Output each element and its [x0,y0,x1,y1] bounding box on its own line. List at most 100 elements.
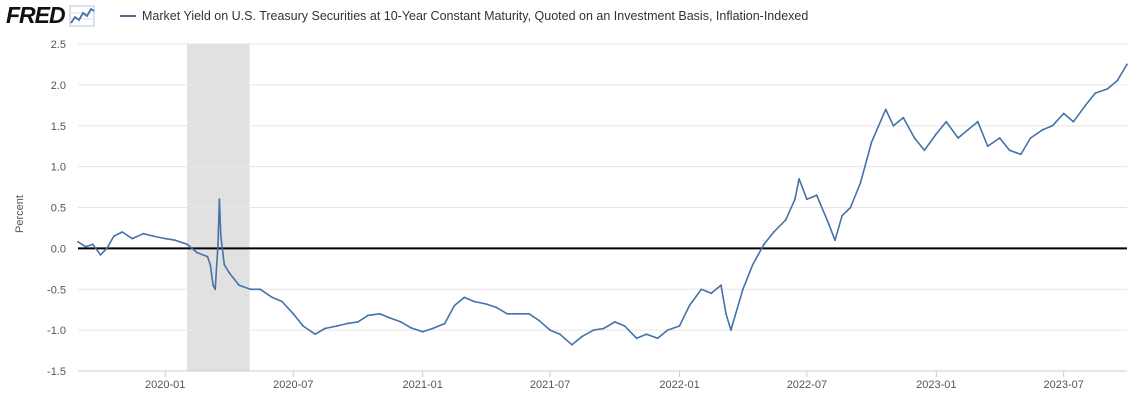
data-point [219,235,222,238]
x-tick-label: 2022-01 [659,379,699,391]
data-point [485,303,487,305]
data-point [345,322,348,325]
x-tick-label: 2020-01 [145,379,185,391]
y-tick-label: 2.5 [51,39,66,51]
data-point [580,335,583,338]
data-point [827,222,830,225]
data-point [892,124,895,127]
series-line [77,63,1128,346]
x-tick-label: 2022-07 [787,379,827,391]
data-point [77,240,79,243]
data-point [870,141,873,143]
data-point [218,198,221,201]
data-point [859,182,862,184]
data-point [998,137,1001,139]
data-point [834,239,836,242]
data-point [1019,153,1022,156]
data-point [798,178,800,180]
data-point [537,319,540,322]
data-point [815,194,818,197]
data-point [725,312,727,315]
data-point [772,231,775,233]
fred-logo[interactable]: FRED [6,2,95,29]
data-point [1029,137,1032,139]
data-point [271,296,274,299]
data-point [209,263,212,266]
data-point [495,306,497,309]
series-group [77,63,1128,346]
y-tick-label: -1.5 [47,366,66,378]
chart-header: FRED Market Yield on U.S. Treasury Secur… [0,0,1138,34]
data-point [443,322,446,325]
data-point [1106,88,1109,90]
data-point [884,108,887,111]
data-point [1051,124,1054,127]
data-point [367,314,369,317]
x-tick-label: 2020-07 [273,379,313,391]
data-point [528,312,530,315]
x-tick-label: 2021-01 [403,379,443,391]
data-point [635,337,638,340]
data-point [602,327,605,330]
data-point [1126,63,1128,66]
data-point [710,292,713,295]
data-point [259,288,262,291]
legend-label: Market Yield on U.S. Treasury Securities… [142,9,809,23]
data-point [388,317,391,319]
data-point [463,296,466,299]
logo-text: FRED [6,2,66,28]
data-point [292,312,295,315]
data-point [214,288,217,291]
data-point [645,333,648,336]
data-point [1084,104,1087,107]
data-point [302,325,304,327]
data-point [559,333,561,336]
x-axis: 2020-01 2020-07 2021-01 2021-07 2022-01 2022-… [78,370,1127,391]
data-point [473,300,475,303]
y-tick-label: 1.5 [51,121,66,133]
data-point [549,329,551,331]
data-point [613,321,616,323]
data-point [623,325,626,327]
data-point [421,330,424,333]
x-tick-label: 2023-01 [916,379,956,391]
data-point [516,312,518,315]
data-point [720,284,722,287]
data-point [967,128,969,131]
data-point [400,321,402,323]
data-point [1116,79,1119,82]
data-point [666,329,669,331]
data-point [121,231,124,233]
data-point [986,145,989,148]
legend: Market Yield on U.S. Treasury Securities… [120,9,808,23]
data-point [923,149,926,152]
data-point [206,255,209,258]
data-point [196,251,198,254]
y-axis: 2.5 2.0 1.5 1.0 0.5 0.0 -0.5 -1.0 -1.5 [47,39,66,378]
data-point [688,304,691,307]
data-point [742,288,744,291]
data-point [431,327,434,330]
y-tick-label: 1.0 [51,162,66,174]
data-point [281,300,283,303]
data-point [902,116,905,119]
data-point [99,254,102,256]
y-axis-title: Percent [14,195,26,233]
data-point [238,284,241,287]
data-point [228,272,231,274]
data-point [1008,149,1011,152]
data-point [1062,112,1065,115]
data-point [113,235,115,238]
data-point [1072,120,1075,123]
data-point [1041,128,1044,131]
y-tick-label: 2.0 [51,80,66,92]
line-chart[interactable]: 2.52.01.51.00.50.0-0.5-1.0-1.5 2020-01 20… [0,34,1138,400]
data-point [571,343,573,346]
data-point [152,235,155,238]
data-point [935,133,938,135]
data-point [409,326,412,329]
data-point [314,333,316,336]
data-point [841,214,843,217]
y-tick-label: 0.0 [51,243,66,255]
data-point [763,243,765,246]
